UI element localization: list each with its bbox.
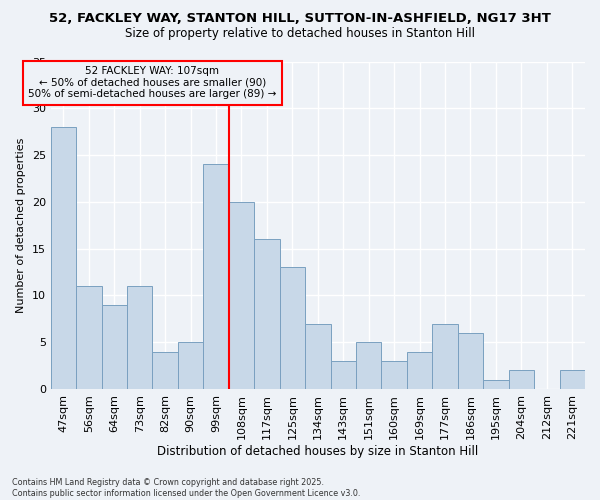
Bar [433,324,458,389]
Text: 52, FACKLEY WAY, STANTON HILL, SUTTON-IN-ASHFIELD, NG17 3HT: 52, FACKLEY WAY, STANTON HILL, SUTTON-IN… [49,12,551,26]
Bar [50,127,76,389]
Bar [305,324,331,389]
Bar [254,240,280,389]
Bar [127,286,152,389]
Bar [229,202,254,389]
Text: Contains HM Land Registry data © Crown copyright and database right 2025.
Contai: Contains HM Land Registry data © Crown c… [12,478,361,498]
Bar [76,286,101,389]
Bar [483,380,509,389]
Bar [560,370,585,389]
Bar [331,361,356,389]
Bar [178,342,203,389]
Bar [101,305,127,389]
Bar [356,342,382,389]
Bar [407,352,433,389]
Bar [152,352,178,389]
Text: Size of property relative to detached houses in Stanton Hill: Size of property relative to detached ho… [125,28,475,40]
Y-axis label: Number of detached properties: Number of detached properties [16,138,26,313]
Bar [509,370,534,389]
Bar [280,268,305,389]
Bar [382,361,407,389]
Bar [458,333,483,389]
Bar [203,164,229,389]
X-axis label: Distribution of detached houses by size in Stanton Hill: Distribution of detached houses by size … [157,444,478,458]
Text: 52 FACKLEY WAY: 107sqm
← 50% of detached houses are smaller (90)
50% of semi-det: 52 FACKLEY WAY: 107sqm ← 50% of detached… [28,66,277,100]
